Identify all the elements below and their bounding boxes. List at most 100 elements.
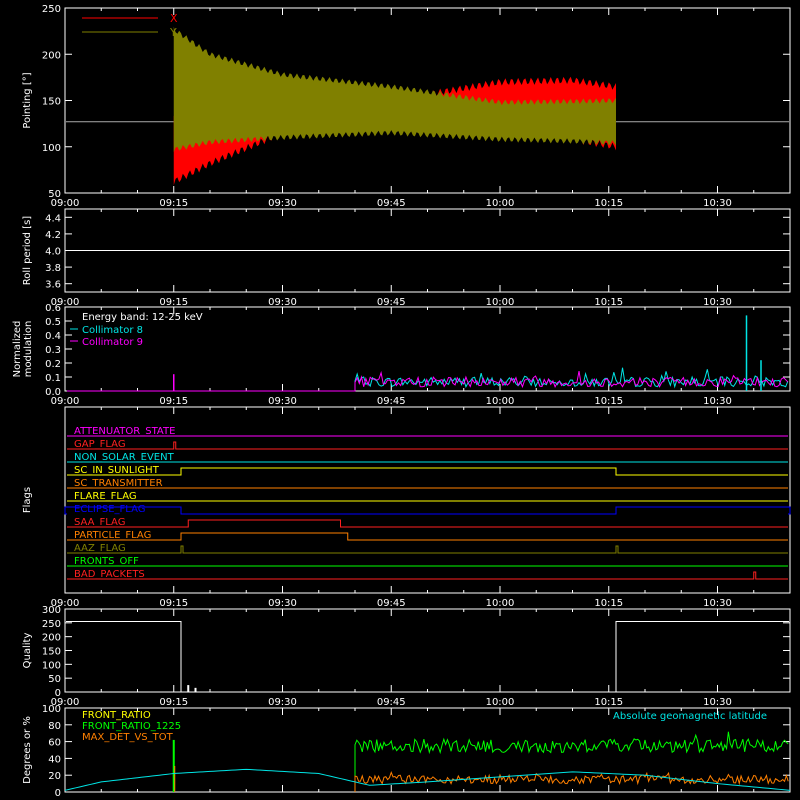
x-tick-label: 09:00 [51,198,80,209]
x-tick-label: 10:15 [594,598,623,609]
x-tick-label: 09:45 [377,198,406,209]
panel-pointing: 09:00 09:15 09:30 09:45 10:00 10:15 10:30 50 100… [22,4,791,209]
x-tick-label: 10:00 [486,396,515,407]
x-tick-label: 10:00 [486,198,515,209]
series-front-ratio-1225 [354,731,789,792]
y-tick-label: 20 [48,771,61,782]
x-tick-label: 09:45 [377,697,406,708]
x-tick-label: 09:00 [51,697,80,708]
y-tick-label: 100 [42,660,61,671]
y-axis-label: Quality [22,633,33,669]
y-tick-label: 0.0 [45,387,61,398]
y-tick-label: 4.0 [45,247,61,258]
legend-title: Energy band: 12-25 keV [82,312,203,323]
series-collimator-9 [67,370,789,392]
legend-label: FRONT_RATIO_1225 [82,721,181,732]
x-tick-label: 09:30 [268,598,297,609]
flag-line-eclipse-flag [64,506,791,515]
x-tick-label: 09:15 [159,198,188,209]
x-tick-label: 09:45 [377,297,406,308]
y-tick-label: 3.8 [45,263,61,274]
flag-label: FRONTS_OFF [74,556,139,567]
flag-label: GAP_FLAG [74,439,126,450]
flag-line-sc-in-sunlight [67,467,788,476]
flag-line-saa-flag [67,519,788,528]
flag-label: FLARE_FLAG [74,491,137,502]
x-tick-label: 09:15 [159,697,188,708]
x-tick-label: 10:30 [703,598,732,609]
panel-flags: 09:00 09:15 09:30 09:45 10:00 10:15 10:30 Flags… [22,406,791,609]
y-tick-label: 150 [42,647,61,658]
y-tick-label: 3.6 [45,280,61,291]
y-axis-label: Normalizedmodulation [12,321,34,378]
legend-label: MAX_DET_VS_TOT [82,732,174,743]
x-tick-label: 09:30 [268,396,297,407]
y-tick-label: 0 [55,688,61,699]
x-tick-label: 10:15 [594,297,623,308]
y-tick-label: 200 [42,633,61,644]
x-tick-label: 09:30 [268,198,297,209]
flag-label: SAA_FLAG [74,517,125,528]
x-tick-label: 10:15 [594,198,623,209]
x-tick-label: 09:45 [377,396,406,407]
y-tick-label: 0.4 [45,331,61,342]
y-tick-label: 4.4 [45,213,61,224]
x-tick-label: 09:15 [159,297,188,308]
legend-label-collimator: Collimator 9 [82,337,143,348]
flag-line-bad-packets [67,571,788,580]
y-tick-label: 40 [48,754,61,765]
y-tick-label: 50 [48,189,61,200]
flag-label: NON_SOLAR_EVENT [74,452,175,463]
y-axis-label: Degrees or % [22,716,33,784]
y-tick-label: 0.1 [45,373,61,384]
y-tick-label: 4.2 [45,230,61,241]
x-tick-label: 10:00 [486,297,515,308]
legend-label-x: X [170,12,178,25]
x-tick-label: 09:00 [51,297,80,308]
y-tick-label: 0.5 [45,317,61,328]
y-tick-label: 250 [42,4,61,15]
x-tick-label: 09:45 [377,598,406,609]
flag-line-gap-flag [67,441,788,450]
y-tick-label: 80 [48,721,61,732]
x-tick-label: 10:00 [486,697,515,708]
flag-label: ATTENUATOR_STATE [74,426,175,437]
flag-label: ECLIPSE_FLAG [74,504,145,515]
x-tick-label: 09:00 [51,598,80,609]
panel-roll-period: 09:00 09:15 09:30 09:45 10:00 10:15 10:30 3.6 3.… [22,208,791,308]
y-tick-label: 0.6 [45,303,61,314]
panel-degrees: 0 20 40 60 80 100 Degrees or % FRONT_RATIOFRONT… [22,704,791,799]
y-tick-label: 50 [48,674,61,685]
x-tick-label: 10:30 [703,697,732,708]
quality-line [66,620,789,693]
y-tick-label: 250 [42,619,61,630]
annotation-latitude: Absolute geomagnetic latitude [613,711,767,722]
y-axis-label: Flags [22,487,33,513]
legend-label-collimator: Collimator 8 [82,325,143,336]
y-tick-label: 300 [42,605,61,616]
flag-line-particle-flag [67,532,788,541]
flag-label: SC_IN_SUNLIGHT [74,465,160,476]
flag-label: SC_TRANSMITTER [74,478,163,489]
series-geomagnetic-latitude [64,768,791,791]
series-collimator-8 [67,367,789,392]
legend-label-y: Y [169,26,177,39]
legend-label: FRONT_RATIO [82,710,151,721]
y-tick-label: 200 [42,50,61,61]
x-tick-label: 10:00 [486,598,515,609]
x-tick-label: 09:15 [159,396,188,407]
y-axis-label: Roll period [s] [22,216,33,285]
flag-line-aaz-flag [67,545,788,554]
x-tick-label: 09:00 [51,396,80,407]
y-tick-label: 0.2 [45,359,61,370]
y-axis-label: Pointing [°] [22,72,33,128]
x-tick-label: 09:15 [159,598,188,609]
series-max-det-vs-tot [354,770,789,792]
x-tick-label: 09:30 [268,297,297,308]
flag-label: PARTICLE_FLAG [74,530,151,541]
x-tick-label: 10:30 [703,396,732,407]
x-tick-label: 09:30 [268,697,297,708]
x-tick-label: 10:30 [703,198,732,209]
y-tick-label: 100 [42,143,61,154]
